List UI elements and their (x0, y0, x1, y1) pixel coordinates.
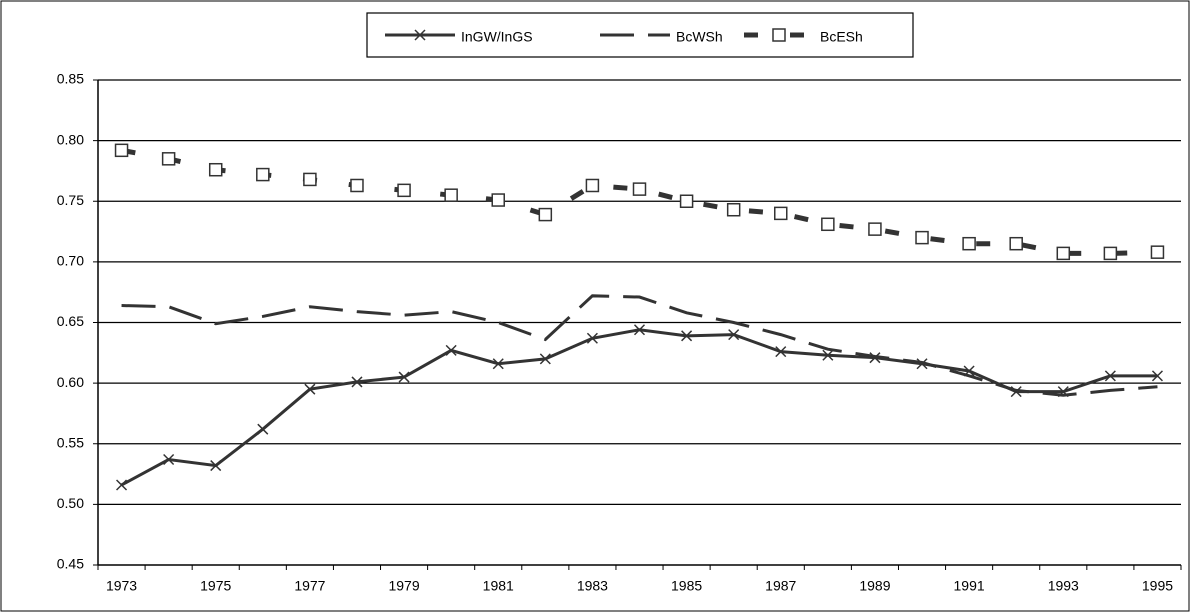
marker-x (163, 453, 175, 466)
y-tick-label: 0.85 (57, 71, 84, 87)
marker-x (822, 349, 834, 361)
marker-square (161, 152, 176, 166)
marker-x (633, 324, 646, 336)
marker-square (444, 188, 458, 202)
legend-box (366, 12, 914, 58)
x-tick-label: 1995 (1142, 578, 1173, 594)
marker-square (397, 183, 411, 198)
marker-square (208, 162, 223, 177)
y-tick-label: 0.65 (57, 313, 84, 329)
x-tick-label: 1973 (106, 578, 137, 594)
x-tick-label: 1985 (671, 578, 702, 594)
legend: InGW/InGS BcWSh BcESh (366, 12, 914, 58)
x-tick-label: 1981 (483, 578, 514, 594)
y-tick-label: 0.60 (57, 374, 84, 390)
marker-square (114, 143, 129, 158)
marker-square (256, 167, 270, 182)
marker-square (350, 178, 364, 193)
x-tick-label: 1993 (1048, 578, 1079, 594)
marker-square (726, 202, 741, 217)
legend-label: BcESh (820, 29, 863, 45)
y-tick-label: 0.75 (57, 192, 84, 208)
x-tick-label: 1987 (765, 578, 796, 594)
marker-x (116, 479, 128, 491)
marker-x (539, 353, 551, 365)
marker-square (632, 182, 647, 196)
marker-x (492, 358, 504, 370)
marker-x (1104, 370, 1116, 382)
marker-square (585, 178, 600, 193)
y-tick-label: 0.55 (57, 434, 84, 450)
marker-square (538, 207, 553, 222)
marker-x (775, 346, 787, 358)
marker-x (1151, 370, 1163, 382)
x-tick-label: 1979 (388, 578, 419, 594)
x-tick-label: 1991 (954, 578, 985, 594)
marker-square (962, 236, 976, 251)
marker-square (1103, 246, 1118, 261)
marker-x (586, 332, 598, 344)
y-tick-label: 0.70 (57, 253, 84, 269)
marker-x (210, 460, 222, 472)
x-tick-label: 1983 (577, 578, 608, 594)
x-tick-label: 1975 (200, 578, 231, 594)
marker-square (868, 222, 882, 236)
marker-x (728, 329, 740, 341)
marker-x (257, 423, 269, 435)
marker-square (1009, 236, 1023, 251)
marker-square (821, 217, 835, 232)
marker-square (774, 206, 788, 221)
marker-x (304, 383, 316, 395)
marker-square (491, 193, 505, 207)
marker-x (445, 344, 457, 356)
y-tick-label: 0.45 (57, 556, 84, 572)
legend-label: BcWSh (676, 29, 723, 45)
marker-x (398, 371, 410, 383)
marker-square (1056, 246, 1071, 261)
series-line (121, 147, 1158, 256)
marker-square (679, 194, 694, 208)
marker-x (414, 29, 426, 41)
marker-square (303, 172, 317, 187)
y-tick-label: 0.80 (57, 131, 84, 147)
marker-square (915, 230, 929, 245)
legend-label: InGW/InGS (461, 29, 533, 45)
x-tick-label: 1989 (859, 578, 890, 594)
marker-x (681, 330, 693, 342)
marker-square (772, 28, 786, 42)
x-tick-label: 1977 (294, 578, 325, 594)
marker-square (1150, 245, 1165, 259)
marker-x (351, 376, 363, 388)
series-line (121, 294, 1158, 397)
y-tick-label: 0.50 (57, 495, 84, 511)
